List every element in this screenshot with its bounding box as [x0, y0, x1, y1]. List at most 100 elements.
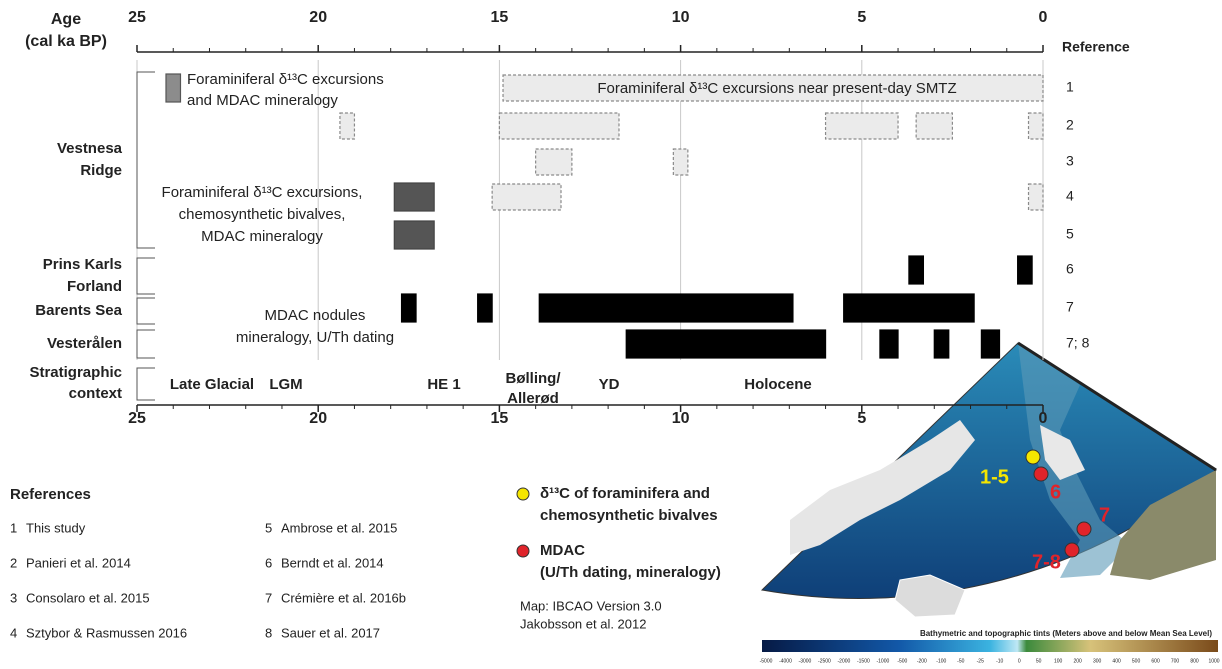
x-tick-label: 5 — [857, 410, 866, 427]
reference-number: 3 — [10, 590, 17, 605]
x-tick-label: 10 — [672, 9, 690, 26]
period-label: Late Glacial — [170, 376, 254, 393]
group-label: context — [69, 385, 122, 402]
legend-marker — [517, 488, 529, 500]
range-bar — [394, 183, 434, 211]
period-label: HE 1 — [427, 376, 460, 393]
x-tick-label: 25 — [128, 410, 146, 427]
site-label: 1-5 — [980, 466, 1009, 488]
range-bar — [536, 149, 572, 175]
range-bar — [1018, 256, 1032, 284]
range-bar — [880, 330, 898, 358]
x-tick-label: 25 — [128, 9, 146, 26]
reference-text: Panieri et al. 2014 — [26, 555, 131, 570]
legend-text: (U/Th dating, mineralogy) — [540, 564, 721, 581]
colorbar-label: -200 — [917, 658, 927, 664]
colorbar-title: Bathymetric and topographic tints (Meter… — [920, 629, 1212, 638]
colorbar-label: -100 — [936, 658, 946, 664]
references-title: References — [10, 486, 91, 503]
annotation: Foraminiferal δ¹³C excursions — [187, 71, 384, 88]
x-tick-label: 10 — [672, 410, 690, 427]
legend-marker — [517, 545, 529, 557]
reference-number: 2 — [1066, 117, 1074, 133]
group-label: Stratigraphic — [29, 364, 122, 381]
colorbar-label: 200 — [1073, 658, 1082, 664]
bracket — [137, 368, 155, 400]
reference-number: 6 — [265, 555, 272, 570]
colorbar-label: 800 — [1190, 658, 1199, 664]
annotation: MDAC mineralogy — [201, 228, 323, 245]
range-bar — [394, 221, 434, 249]
colorbar-label: 50 — [1036, 658, 1042, 664]
colorbar-label: -500 — [897, 658, 907, 664]
group-label: Vestnesa — [57, 140, 123, 157]
range-bar — [539, 294, 793, 322]
reference-number: 2 — [10, 555, 17, 570]
reference-number: 1 — [1066, 79, 1074, 95]
legend-text: δ¹³C of foraminifera and — [540, 485, 710, 502]
colorbar-label: 600 — [1151, 658, 1160, 664]
annotation: Foraminiferal δ¹³C excursions, — [162, 184, 363, 201]
colorbar-label: -2500 — [818, 658, 831, 664]
period-label: LGM — [269, 376, 302, 393]
range-bar — [673, 149, 687, 175]
reference-number: 4 — [10, 625, 17, 640]
range-bar — [402, 294, 416, 322]
reference-title: Reference — [1062, 39, 1130, 55]
colorbar-label: 1000 — [1208, 658, 1219, 664]
reference-number: 8 — [265, 625, 272, 640]
colorbar-label: 700 — [1171, 658, 1180, 664]
reference-text: Crémière et al. 2016b — [281, 590, 406, 605]
period-label: Bølling/ — [506, 370, 562, 387]
annotation: and MDAC mineralogy — [187, 92, 338, 109]
reference-number: 4 — [1066, 188, 1074, 204]
x-tick-label: 15 — [491, 410, 509, 427]
legend-text: MDAC — [540, 542, 585, 559]
colorbar-label: -25 — [977, 658, 984, 664]
x-tick-label: 0 — [1039, 9, 1048, 26]
bracket — [137, 298, 155, 324]
colorbar-label: 500 — [1132, 658, 1141, 664]
colorbar-label: -5000 — [760, 658, 773, 664]
range-bar — [826, 113, 898, 139]
range-bar — [492, 184, 561, 210]
annotation: MDAC nodules — [265, 307, 366, 324]
legend-text: chemosynthetic bivalves — [540, 507, 718, 524]
period-label: YD — [599, 376, 620, 393]
reference-number: 1 — [10, 520, 17, 535]
reference-text: Ambrose et al. 2015 — [281, 520, 397, 535]
range-bar — [340, 113, 354, 139]
site-label: 7 — [1099, 504, 1110, 526]
colorbar-label: -4000 — [779, 658, 792, 664]
colorbar-label: -2000 — [838, 658, 851, 664]
reference-number: 5 — [1066, 226, 1074, 242]
colorbar-label: 300 — [1093, 658, 1102, 664]
colorbar-label: -50 — [957, 658, 964, 664]
x-tick-label: 5 — [857, 9, 866, 26]
bracket — [137, 258, 155, 294]
reference-number: 7; 8 — [1066, 335, 1090, 351]
reference-number: 5 — [265, 520, 272, 535]
range-bar — [981, 330, 999, 358]
range-bar — [844, 294, 974, 322]
range-bar — [934, 330, 948, 358]
group-label: Barents Sea — [35, 302, 122, 319]
site-marker — [1077, 522, 1091, 536]
group-label: Forland — [67, 278, 122, 295]
bracket — [137, 330, 155, 358]
colorbar-label: -1500 — [857, 658, 870, 664]
range-bar — [909, 256, 923, 284]
site-marker — [1026, 450, 1040, 464]
axis-label: (cal ka BP) — [25, 33, 107, 50]
reference-number: 6 — [1066, 261, 1074, 277]
x-tick-label: 20 — [309, 9, 327, 26]
group-label: Vesterålen — [47, 335, 122, 352]
site-marker — [1034, 467, 1048, 481]
range-bar — [626, 330, 825, 358]
annotation: mineralogy, U/Th dating — [236, 329, 394, 346]
reference-text: Sauer et al. 2017 — [281, 625, 380, 640]
range-bar — [478, 294, 492, 322]
annotation: Foraminiferal δ¹³C excursions near prese… — [597, 80, 956, 97]
reference-text: Berndt et al. 2014 — [281, 555, 384, 570]
colorbar-label: -3000 — [799, 658, 812, 664]
